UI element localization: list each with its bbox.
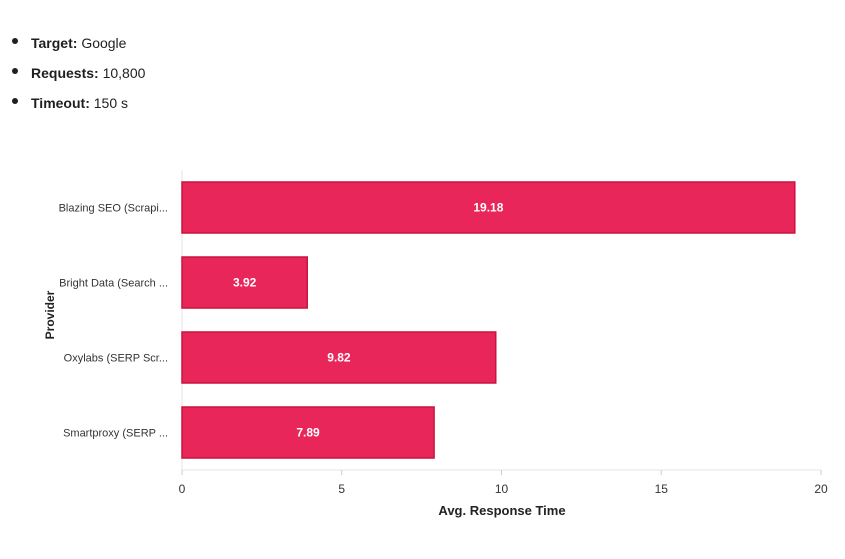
- bar: [181, 406, 435, 459]
- bullet-icon: [12, 68, 18, 74]
- bullet-icon: [12, 38, 18, 44]
- x-tick-label: 5: [338, 482, 345, 496]
- info-item-timeout: Timeout: 150 s: [10, 88, 145, 118]
- y-tick-label: Oxylabs (SERP Scr...: [64, 353, 168, 365]
- bar-value-label: 9.82: [327, 351, 351, 365]
- info-value-target: Google: [81, 35, 127, 51]
- bar-value-label: 7.89: [296, 426, 320, 440]
- y-axis-title: Provider: [43, 290, 57, 339]
- x-tick-label: 10: [495, 482, 509, 496]
- bar-value-label: 19.18: [473, 201, 503, 215]
- info-list: Target: Google Requests: 10,800 Timeout:…: [10, 28, 145, 118]
- bar: [181, 181, 796, 234]
- x-tick-label: 15: [655, 482, 669, 496]
- info-label-timeout: Timeout:: [31, 95, 90, 111]
- x-tick-label: 20: [814, 482, 828, 496]
- y-tick-label: Bright Data (Search ...: [59, 278, 168, 290]
- bar: [181, 256, 308, 309]
- info-item-target: Target: Google: [10, 28, 145, 58]
- bar-value-label: 3.92: [233, 276, 257, 290]
- info-label-requests: Requests:: [31, 65, 99, 81]
- bar: [181, 331, 497, 384]
- info-value-timeout: 150 s: [93, 95, 128, 111]
- info-label-target: Target:: [31, 35, 78, 51]
- y-tick-label: Blazing SEO (Scrapi...: [59, 203, 168, 215]
- x-axis-title: Avg. Response Time: [438, 503, 565, 518]
- x-tick-label: 0: [179, 482, 186, 496]
- info-item-requests: Requests: 10,800: [10, 58, 145, 88]
- plot-area: 0 5 10 15 20 19.18 Blazing SEO (Scrapi... 3.92 B…: [59, 170, 828, 496]
- info-value-requests: 10,800: [102, 65, 146, 81]
- bullet-icon: [12, 98, 18, 104]
- y-tick-label: Smartproxy (SERP ...: [63, 428, 168, 440]
